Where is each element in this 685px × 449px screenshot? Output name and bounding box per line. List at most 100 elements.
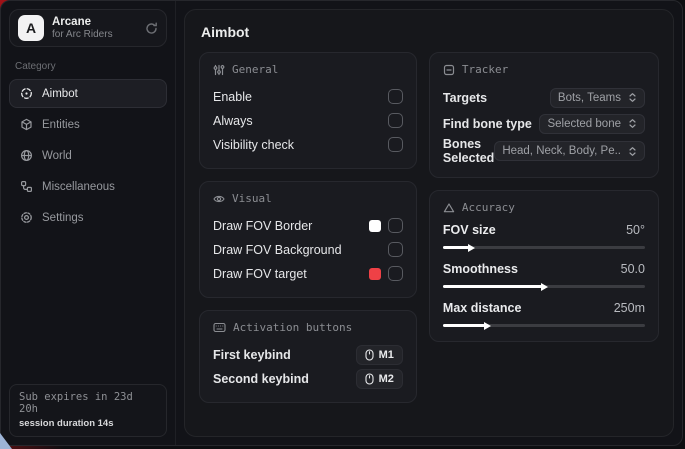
setting-row-always: Always: [213, 109, 403, 132]
chevrons-up-down-icon: [628, 146, 637, 157]
visibility-check-checkbox[interactable]: [387, 137, 403, 152]
sidebar-item-settings[interactable]: Settings: [9, 203, 167, 232]
setting-row-fov-border: Draw FOV Border: [213, 214, 403, 237]
sidebar-nav: Aimbot Entities: [9, 79, 167, 232]
max-distance-setting: Max distance 250m: [442, 301, 645, 327]
sidebar-item-entities[interactable]: Entities: [9, 110, 167, 139]
general-card: General Enable Always Visibility check: [199, 52, 417, 169]
fov-size-value: 50°: [626, 223, 645, 237]
main-panel: Aimbot General: [184, 9, 674, 437]
logo-text: Arcane for Arc Riders: [52, 16, 137, 41]
eye-icon: [213, 193, 225, 205]
card-title-label: General: [232, 63, 279, 76]
card-title-label: Tracker: [461, 63, 509, 76]
second-keybind-button[interactable]: M2: [355, 368, 403, 389]
visual-card: Visual Draw FOV Border Draw FOV Backgrou…: [199, 181, 417, 298]
select-value: Head, Neck, Body, Pe..: [502, 145, 621, 157]
smoothness-setting: Smoothness 50.0: [442, 262, 645, 288]
card-title-label: Visual: [232, 192, 272, 205]
cube-icon: [20, 118, 33, 131]
fov-target-color-swatch[interactable]: [368, 267, 381, 280]
logo-card: A Arcane for Arc Riders: [9, 9, 167, 47]
select-value: Selected bone: [547, 117, 621, 130]
setting-row-fov-background: Draw FOV Background: [213, 238, 403, 261]
fov-target-checkbox[interactable]: [387, 266, 403, 281]
fov-border-checkbox[interactable]: [387, 218, 403, 233]
crosshair-icon: [20, 87, 33, 100]
setting-label: Draw FOV Border: [213, 218, 313, 233]
setting-row-find-bone-type: Find bone type Selected bone: [443, 111, 645, 136]
card-title-label: Accuracy: [461, 201, 515, 214]
setting-label: Enable: [213, 89, 252, 104]
chevrons-up-down-icon: [628, 118, 637, 129]
app-title: Arcane: [52, 15, 91, 28]
fov-background-checkbox[interactable]: [387, 242, 403, 257]
sidebar-item-aimbot[interactable]: Aimbot: [9, 79, 167, 108]
setting-label: Bones Selected: [442, 137, 495, 165]
sidebar-item-world[interactable]: World: [9, 141, 167, 170]
max-distance-value: 250m: [613, 301, 645, 315]
activation-buttons-card: Activation buttons First keybind M1: [199, 310, 417, 403]
category-label: Category: [15, 61, 56, 72]
square-minus-icon: [443, 64, 455, 76]
smoothness-slider[interactable]: [442, 285, 645, 288]
setting-label: Find bone type: [442, 116, 532, 131]
chevrons-up-down-icon: [628, 92, 637, 103]
bones-selected-select[interactable]: Head, Neck, Body, Pe..: [494, 141, 645, 161]
setting-row-second-keybind: Second keybind M2: [213, 367, 403, 390]
page-title: Aimbot: [201, 24, 250, 40]
refresh-icon[interactable]: [145, 22, 158, 35]
sidebar-item-label: Entities: [42, 118, 80, 131]
setting-label: Smoothness: [442, 262, 518, 276]
setting-label: Max distance: [442, 301, 522, 315]
fov-size-setting: FOV size 50°: [442, 223, 645, 249]
sidebar-item-label: Miscellaneous: [42, 180, 115, 193]
globe-icon: [20, 149, 33, 162]
triangle-icon: [443, 202, 455, 214]
card-title-label: Activation buttons: [233, 321, 353, 334]
sliders-icon: [213, 64, 225, 76]
app-logo: A: [18, 15, 44, 41]
keyboard-icon: [213, 322, 226, 333]
setting-row-fov-target: Draw FOV target: [213, 262, 403, 285]
setting-label: Draw FOV Background: [213, 242, 342, 257]
targets-select[interactable]: Bots, Teams: [549, 87, 645, 108]
mouse-icon: [365, 372, 374, 385]
always-checkbox[interactable]: [387, 113, 403, 128]
fov-border-color-swatch[interactable]: [368, 219, 381, 232]
sidebar-item-label: Settings: [42, 211, 84, 224]
setting-label: Visibility check: [213, 137, 295, 152]
setting-label: Second keybind: [213, 371, 309, 386]
setting-row-enable: Enable: [213, 85, 403, 108]
workflow-icon: [20, 180, 33, 193]
smoothness-value: 50.0: [620, 262, 645, 276]
sidebar-item-miscellaneous[interactable]: Miscellaneous: [9, 172, 167, 201]
subscription-info: Sub expires in 23d 20h session duration …: [9, 384, 167, 437]
right-column: Tracker Targets Bots, Teams: [428, 52, 659, 342]
find-bone-type-select[interactable]: Selected bone: [539, 113, 645, 134]
sidebar: A Arcane for Arc Riders Category: [1, 1, 176, 445]
enable-checkbox[interactable]: [387, 89, 403, 104]
fov-size-slider[interactable]: [442, 246, 645, 249]
max-distance-slider[interactable]: [442, 324, 645, 327]
setting-label: First keybind: [213, 347, 291, 362]
app-subtitle: for Arc Riders: [52, 28, 113, 40]
cursor-decoration: [0, 433, 12, 449]
first-keybind-button[interactable]: M1: [355, 344, 403, 365]
accuracy-card: Accuracy FOV size 50° Smoothness: [428, 190, 659, 342]
keybind-value: M1: [378, 348, 394, 361]
mouse-icon: [365, 348, 374, 361]
gear-icon: [20, 211, 33, 224]
select-value: Bots, Teams: [557, 91, 621, 104]
session-duration-text: session duration 14s: [19, 418, 114, 429]
left-column: General Enable Always Visibility check: [199, 52, 417, 403]
setting-label: FOV size: [442, 223, 496, 237]
sidebar-item-label: World: [42, 149, 72, 162]
setting-label: Targets: [442, 90, 488, 105]
setting-row-first-keybind: First keybind M1: [213, 343, 403, 366]
sidebar-item-label: Aimbot: [42, 87, 78, 100]
keybind-value: M2: [378, 372, 394, 385]
setting-row-targets: Targets Bots, Teams: [443, 85, 645, 110]
tracker-card: Tracker Targets Bots, Teams: [428, 52, 659, 178]
